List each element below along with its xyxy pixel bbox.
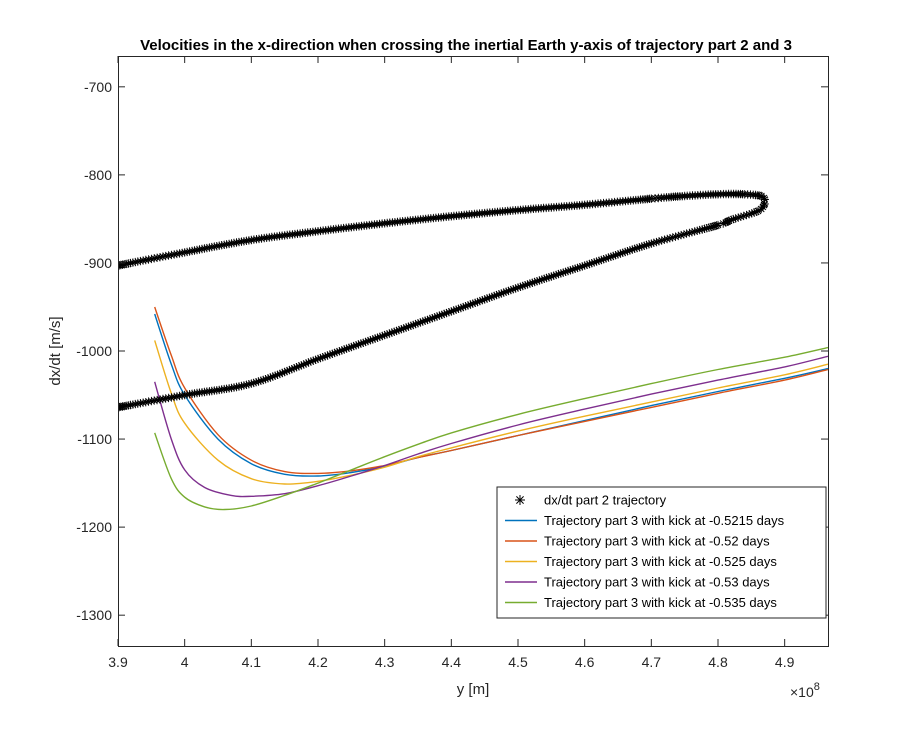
legend-box <box>496 486 827 619</box>
data-layer <box>118 189 828 511</box>
legend-marker-icon <box>515 495 525 505</box>
x-tick-label: 4.1 <box>242 654 262 670</box>
series-line-4 <box>154 355 828 498</box>
x-tick-label: 4 <box>181 654 189 670</box>
series-line-2 <box>154 306 828 475</box>
ticks-layer: 3.9 4 4.1 4.2 4.3 4.4 4.5 4.6 4.7 4.8 4.9 -700 -800 -… <box>76 56 828 670</box>
x-tick-label: 3.9 <box>108 654 128 670</box>
part2-marker-series <box>118 189 769 412</box>
x-tick-label: 4.5 <box>508 654 528 670</box>
y-tick-label: -1200 <box>76 519 112 535</box>
chart-title: Velocities in the x-direction when cross… <box>140 37 792 54</box>
y-tick-label: -1000 <box>76 343 112 359</box>
x-exponent-power: 8 <box>814 681 820 693</box>
legend: dx/dt part 2 trajectory Trajectory part 3… <box>496 486 827 619</box>
series-line-3 <box>154 340 828 485</box>
x-axis-label: y [m] <box>457 681 490 698</box>
x-tick-label: 4.6 <box>575 654 595 670</box>
y-tick-label: -700 <box>84 79 112 95</box>
series-line-5 <box>154 346 828 511</box>
y-tick-label: -1100 <box>77 431 112 447</box>
x-tick-label: 4.3 <box>375 654 395 670</box>
x-tick-label: 4.7 <box>642 654 662 670</box>
legend-label: Trajectory part 3 with kick at -0.5215 d… <box>544 513 785 528</box>
legend-label: Trajectory part 3 with kick at -0.535 da… <box>544 595 777 610</box>
y-axis-label: dx/dt [m/s] <box>47 316 64 385</box>
legend-label: Trajectory part 3 with kick at -0.53 day… <box>544 575 770 590</box>
x-tick-label: 4.2 <box>308 654 328 670</box>
legend-label: Trajectory part 3 with kick at -0.525 da… <box>544 554 777 569</box>
x-tick-label: 4.9 <box>775 654 795 670</box>
legend-label: Trajectory part 3 with kick at -0.52 day… <box>544 534 770 549</box>
x-tick-label: 4.4 <box>442 654 462 670</box>
y-tick-label: -1300 <box>76 607 112 623</box>
x-tick-label: 4.8 <box>708 654 728 670</box>
part2-asterisk-markers <box>118 189 769 412</box>
y-tick-label: -900 <box>84 255 112 271</box>
x-exponent-base: ×10 <box>790 684 814 700</box>
y-tick-label: -800 <box>84 167 112 183</box>
x-exponent-label: ×108 <box>790 681 820 700</box>
legend-label: dx/dt part 2 trajectory <box>544 493 667 508</box>
